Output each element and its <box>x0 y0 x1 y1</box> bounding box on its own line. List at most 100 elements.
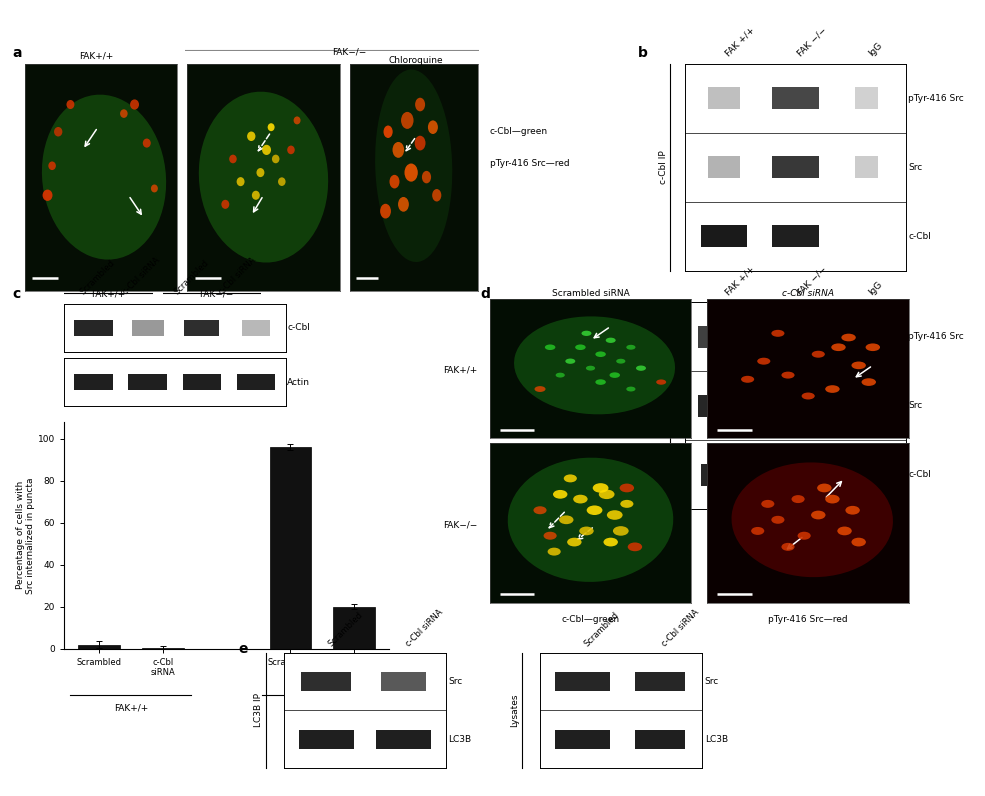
Ellipse shape <box>256 168 264 178</box>
Ellipse shape <box>599 490 615 499</box>
Ellipse shape <box>620 484 634 492</box>
Ellipse shape <box>595 352 606 357</box>
Bar <box>772 156 819 178</box>
Ellipse shape <box>278 178 286 186</box>
Bar <box>242 320 270 336</box>
Ellipse shape <box>581 330 591 336</box>
Ellipse shape <box>415 135 426 150</box>
Text: Src: Src <box>448 677 463 686</box>
Text: FAK+/+: FAK+/+ <box>114 704 148 712</box>
Bar <box>555 673 610 691</box>
Text: FAK+/+: FAK+/+ <box>80 52 113 60</box>
Text: c-Cbl—green: c-Cbl—green <box>490 127 548 136</box>
Ellipse shape <box>398 197 409 212</box>
Bar <box>298 730 354 748</box>
Text: c-Cbl siRNA: c-Cbl siRNA <box>217 256 257 297</box>
Text: c-Cbl siRNA: c-Cbl siRNA <box>660 607 700 648</box>
Ellipse shape <box>573 494 588 503</box>
Ellipse shape <box>375 69 452 262</box>
Bar <box>555 730 610 748</box>
Ellipse shape <box>636 365 646 371</box>
Ellipse shape <box>851 538 866 546</box>
Text: Scrambled: Scrambled <box>172 259 211 297</box>
Ellipse shape <box>862 378 876 386</box>
Bar <box>634 730 685 748</box>
Bar <box>79 645 120 649</box>
Ellipse shape <box>613 526 628 536</box>
Text: c-Cbl—green: c-Cbl—green <box>561 615 621 623</box>
Bar <box>770 395 821 417</box>
Bar <box>843 395 890 417</box>
Ellipse shape <box>606 338 616 343</box>
Ellipse shape <box>222 200 230 209</box>
Bar <box>843 464 890 486</box>
Bar <box>855 87 879 109</box>
Y-axis label: Percentage of cells with
Src internalized in puncta: Percentage of cells with Src internalize… <box>16 477 35 594</box>
Ellipse shape <box>626 387 635 392</box>
Text: pTyr-416 Src—red: pTyr-416 Src—red <box>490 159 569 168</box>
Ellipse shape <box>607 510 623 520</box>
Ellipse shape <box>272 154 280 163</box>
Ellipse shape <box>825 494 839 503</box>
Ellipse shape <box>392 142 404 158</box>
Text: FAK−/−: FAK−/− <box>200 290 233 298</box>
Ellipse shape <box>42 95 166 259</box>
Text: Actin: Actin <box>288 377 310 387</box>
Text: FAK−/−: FAK−/− <box>443 521 478 530</box>
Ellipse shape <box>575 345 586 350</box>
Bar <box>707 156 740 178</box>
Bar <box>770 326 821 348</box>
Text: c-Cbl siRNA: c-Cbl siRNA <box>782 289 833 298</box>
Ellipse shape <box>781 543 795 551</box>
Ellipse shape <box>595 379 606 384</box>
Ellipse shape <box>586 365 595 371</box>
Bar <box>236 374 275 390</box>
Ellipse shape <box>383 126 393 138</box>
Text: c-Cbl IP: c-Cbl IP <box>659 150 668 184</box>
Ellipse shape <box>798 532 811 540</box>
Bar <box>634 673 685 691</box>
Text: FAK+/+: FAK+/+ <box>443 365 478 375</box>
Text: FAK+/+: FAK+/+ <box>92 290 125 298</box>
Text: c-Cbl: c-Cbl <box>908 232 931 240</box>
Ellipse shape <box>544 532 557 540</box>
Text: a: a <box>13 46 23 60</box>
Ellipse shape <box>761 500 774 508</box>
Ellipse shape <box>781 372 795 379</box>
Bar <box>142 648 183 649</box>
Ellipse shape <box>626 345 635 349</box>
Text: pTyr-416 Src—red: pTyr-416 Src—red <box>768 615 847 623</box>
Ellipse shape <box>236 178 244 186</box>
Ellipse shape <box>792 495 805 503</box>
Ellipse shape <box>556 373 564 377</box>
Ellipse shape <box>54 127 62 136</box>
Text: e: e <box>238 642 248 657</box>
Ellipse shape <box>553 490 567 498</box>
Ellipse shape <box>604 538 618 546</box>
Text: c: c <box>13 287 21 301</box>
Ellipse shape <box>851 361 866 369</box>
Bar <box>772 87 819 109</box>
Ellipse shape <box>752 527 764 535</box>
Ellipse shape <box>230 154 236 163</box>
Bar <box>772 225 819 248</box>
Text: Chloroquine: Chloroquine <box>388 56 443 64</box>
Ellipse shape <box>415 98 426 111</box>
Ellipse shape <box>811 511 825 519</box>
Ellipse shape <box>771 516 784 524</box>
Ellipse shape <box>66 100 75 109</box>
Ellipse shape <box>507 458 674 582</box>
Ellipse shape <box>732 462 893 577</box>
Ellipse shape <box>247 131 255 141</box>
Bar <box>772 464 819 486</box>
Text: Scrambled: Scrambled <box>326 610 364 648</box>
Text: FAK−/−: FAK−/− <box>333 48 366 57</box>
Text: LC3B IP: LC3B IP <box>254 693 263 728</box>
Ellipse shape <box>42 189 52 201</box>
Ellipse shape <box>757 357 770 365</box>
Ellipse shape <box>812 351 824 357</box>
Ellipse shape <box>831 343 846 351</box>
Text: Scrambled siRNA: Scrambled siRNA <box>553 289 629 298</box>
Text: IgG: IgG <box>867 279 885 297</box>
Ellipse shape <box>845 506 860 514</box>
